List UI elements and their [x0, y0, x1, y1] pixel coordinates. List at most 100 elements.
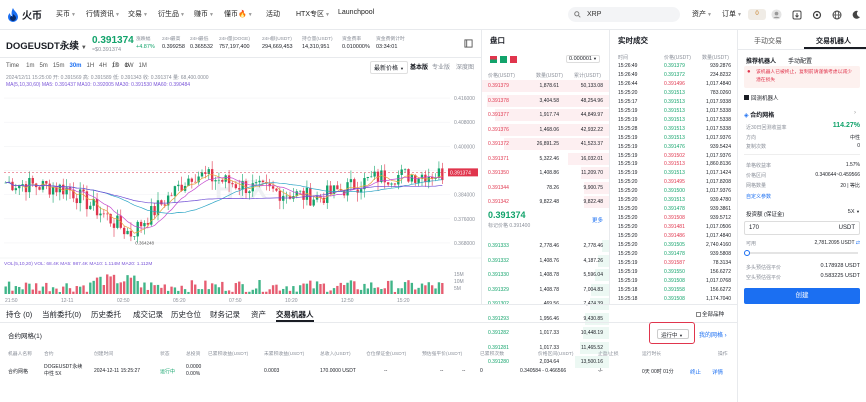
- timeframe-option[interactable]: 15m: [52, 63, 65, 69]
- orderbook-row[interactable]: 0.391377 1,917.74 44,849.97: [482, 109, 609, 121]
- orderbook-view-asks-icon[interactable]: [510, 56, 517, 63]
- timeframe-option[interactable]: 1H: [86, 63, 95, 69]
- timeframe-option[interactable]: 1W: [124, 63, 134, 69]
- orderbook-row[interactable]: 0.391376 1,468.06 42,932.22: [482, 123, 609, 136]
- orderbook-row[interactable]: 0.391280 2,034.64 13,500.16: [482, 356, 609, 368]
- bottom-tab[interactable]: 成交记录: [133, 310, 163, 319]
- orderbook-row[interactable]: 0.391350 1,408.86 11,209.70: [482, 167, 609, 179]
- nav-earn[interactable]: 赚币▼: [194, 9, 214, 19]
- timeframe-option[interactable]: 1M: [138, 63, 147, 69]
- details-button[interactable]: 详情: [712, 370, 724, 376]
- slider-handle[interactable]: [744, 250, 750, 256]
- orderbook-price: 0.391376: [488, 126, 509, 133]
- orderbook-view-bids-icon[interactable]: [500, 56, 507, 63]
- orderbook-more-link[interactable]: 更多: [592, 218, 604, 224]
- orderbook-row[interactable]: 0.391372 26,891.25 41,523.37: [482, 138, 609, 150]
- indicator-icon[interactable]: ƒx: [112, 62, 119, 68]
- invest-input[interactable]: 170 USDT: [744, 221, 860, 235]
- timeframe-option[interactable]: 30m: [69, 63, 82, 69]
- bottom-tab[interactable]: 资产: [251, 310, 266, 319]
- timeframe-option[interactable]: 1m: [26, 63, 35, 69]
- nav-learn[interactable]: 懂币🔥▼: [224, 9, 253, 19]
- volume-bar: [24, 282, 28, 294]
- table-cell-name: 合约网格: [8, 369, 29, 375]
- bottom-tab[interactable]: 财务记录: [210, 310, 240, 319]
- orderbook-row[interactable]: 0.391282 1,017.33 10,448.19: [482, 327, 609, 339]
- chart-view-basic[interactable]: 基本版: [410, 65, 429, 71]
- subtab-recommended[interactable]: 推荐机器人: [746, 59, 777, 65]
- timeframe-option[interactable]: 1D: [111, 63, 120, 69]
- candle-body: [82, 189, 85, 192]
- table-column-header: 预估强平价(USDT): [422, 352, 463, 357]
- settings-icon[interactable]: [810, 8, 823, 21]
- candlestick-chart[interactable]: 0.4160000.4080000.4000000.3920000.384000…: [0, 80, 482, 304]
- subtab-manual-config[interactable]: 手动配置: [788, 59, 813, 65]
- create-button[interactable]: 创建: [744, 288, 860, 304]
- nav-buy-crypto[interactable]: 买币▼: [56, 9, 76, 19]
- orderbook-amount: 1,878.61: [539, 83, 559, 89]
- download-icon[interactable]: [790, 8, 803, 21]
- orderbook-row[interactable]: 0.391378 3,404.58 48,254.96: [482, 94, 609, 107]
- nav-htx-zone[interactable]: HTX专区▼: [296, 9, 330, 19]
- bottom-tab[interactable]: 历史仓位: [171, 310, 201, 319]
- invest-slider[interactable]: [744, 250, 858, 256]
- orderbook-price: 0.391371: [488, 155, 509, 162]
- avatar[interactable]: [770, 8, 783, 21]
- transfer-icon[interactable]: ⇄: [855, 240, 860, 246]
- orderbook-row[interactable]: 0.391330 1,408.78 5,596.04: [482, 269, 609, 281]
- orderbook-row[interactable]: 0.391342 9,822.48 9,822.48: [482, 196, 609, 208]
- orderbook-row[interactable]: 0.391344 78.26 9,900.75: [482, 181, 609, 194]
- trade-price: 0.391478: [664, 250, 685, 257]
- notification-badge[interactable]: 0: [748, 9, 766, 20]
- orderbook-precision-select[interactable]: 0.000001▼: [566, 55, 600, 63]
- chart-view-pro[interactable]: 专业版: [432, 65, 451, 71]
- nav-markets[interactable]: 行情资讯▼: [86, 9, 120, 19]
- orderbook-row[interactable]: 0.391293 1,956.46 9,430.85: [482, 312, 609, 325]
- symbol-selector[interactable]: DOGEUSDT永续 ▼: [6, 38, 87, 52]
- nav-orders[interactable]: 订单▼: [722, 9, 742, 19]
- chart-settings-icon[interactable]: ⚙: [124, 63, 130, 69]
- volume-bar: [380, 289, 383, 294]
- timeframe-option[interactable]: Time: [6, 63, 20, 69]
- nav-launchpool[interactable]: Launchpool: [338, 9, 374, 16]
- bottom-tab[interactable]: 历史委托: [91, 310, 121, 319]
- theme-toggle-icon[interactable]: [849, 8, 862, 21]
- orderbook-row[interactable]: 0.391371 5,322.46 16,032.01: [482, 152, 609, 165]
- orderbook-row[interactable]: 0.391329 1,408.78 7,004.83: [482, 283, 609, 296]
- logo[interactable]: 火币: [7, 7, 42, 22]
- timeframe-option[interactable]: 5m: [39, 63, 48, 69]
- my-grids-link[interactable]: 我的网格 ›: [699, 333, 727, 339]
- orderbook-row[interactable]: 0.391379 1,878.61 50,133.08: [482, 80, 609, 92]
- nav-trade[interactable]: 交易▼: [128, 9, 148, 19]
- tab-trading-bot[interactable]: 交易机器人: [816, 38, 851, 45]
- timeframe-option[interactable]: 4H: [99, 63, 107, 69]
- orderbook-row[interactable]: 0.391333 2,778.46 2,778.46: [482, 240, 609, 252]
- bottom-tab[interactable]: 当前委托(0): [42, 310, 82, 319]
- nav-events[interactable]: 活动: [266, 9, 280, 19]
- show-all-checkbox[interactable]: 全部品种: [696, 310, 724, 318]
- trade-amount: 1,017.9376: [705, 188, 731, 195]
- volume-bar: [312, 288, 315, 294]
- volume-bar: [393, 291, 397, 294]
- leverage-select[interactable]: 5X ▼: [848, 209, 860, 215]
- advanced-params-link[interactable]: 自定义参数: [746, 194, 772, 200]
- nav-derivatives[interactable]: 衍生品▼: [158, 9, 185, 19]
- contract-info-icon[interactable]: [464, 39, 473, 50]
- nav-assets[interactable]: 资产▼: [692, 9, 712, 19]
- card-chevron-icon[interactable]: ›: [854, 110, 856, 116]
- chart-view-depth[interactable]: 深度图: [456, 65, 475, 71]
- tab-manual-trade[interactable]: 手动交易: [754, 38, 782, 45]
- orderbook-row[interactable]: 0.391332 1,408.76 4,187.26: [482, 254, 609, 267]
- depth-bar: [568, 152, 609, 165]
- chart-view-latest[interactable]: 最新价格 ▼: [370, 61, 408, 74]
- status-filter-select[interactable]: [649, 322, 695, 344]
- terminate-button[interactable]: 终止: [690, 370, 702, 376]
- bottom-tab[interactable]: 持仓 (0): [6, 310, 33, 319]
- search-input[interactable]: XRP: [568, 7, 680, 22]
- status-filter-inner[interactable]: 运行中 ▼: [657, 329, 689, 339]
- orderbook-view-both-icon[interactable]: [490, 56, 497, 63]
- orderbook-row[interactable]: 0.391281 1,017.33 11,465.52: [482, 341, 609, 354]
- globe-icon[interactable]: [830, 8, 843, 21]
- bottom-tab[interactable]: 交易机器人: [276, 310, 314, 319]
- bot-card-title[interactable]: ◈ 合约网格: [744, 110, 774, 119]
